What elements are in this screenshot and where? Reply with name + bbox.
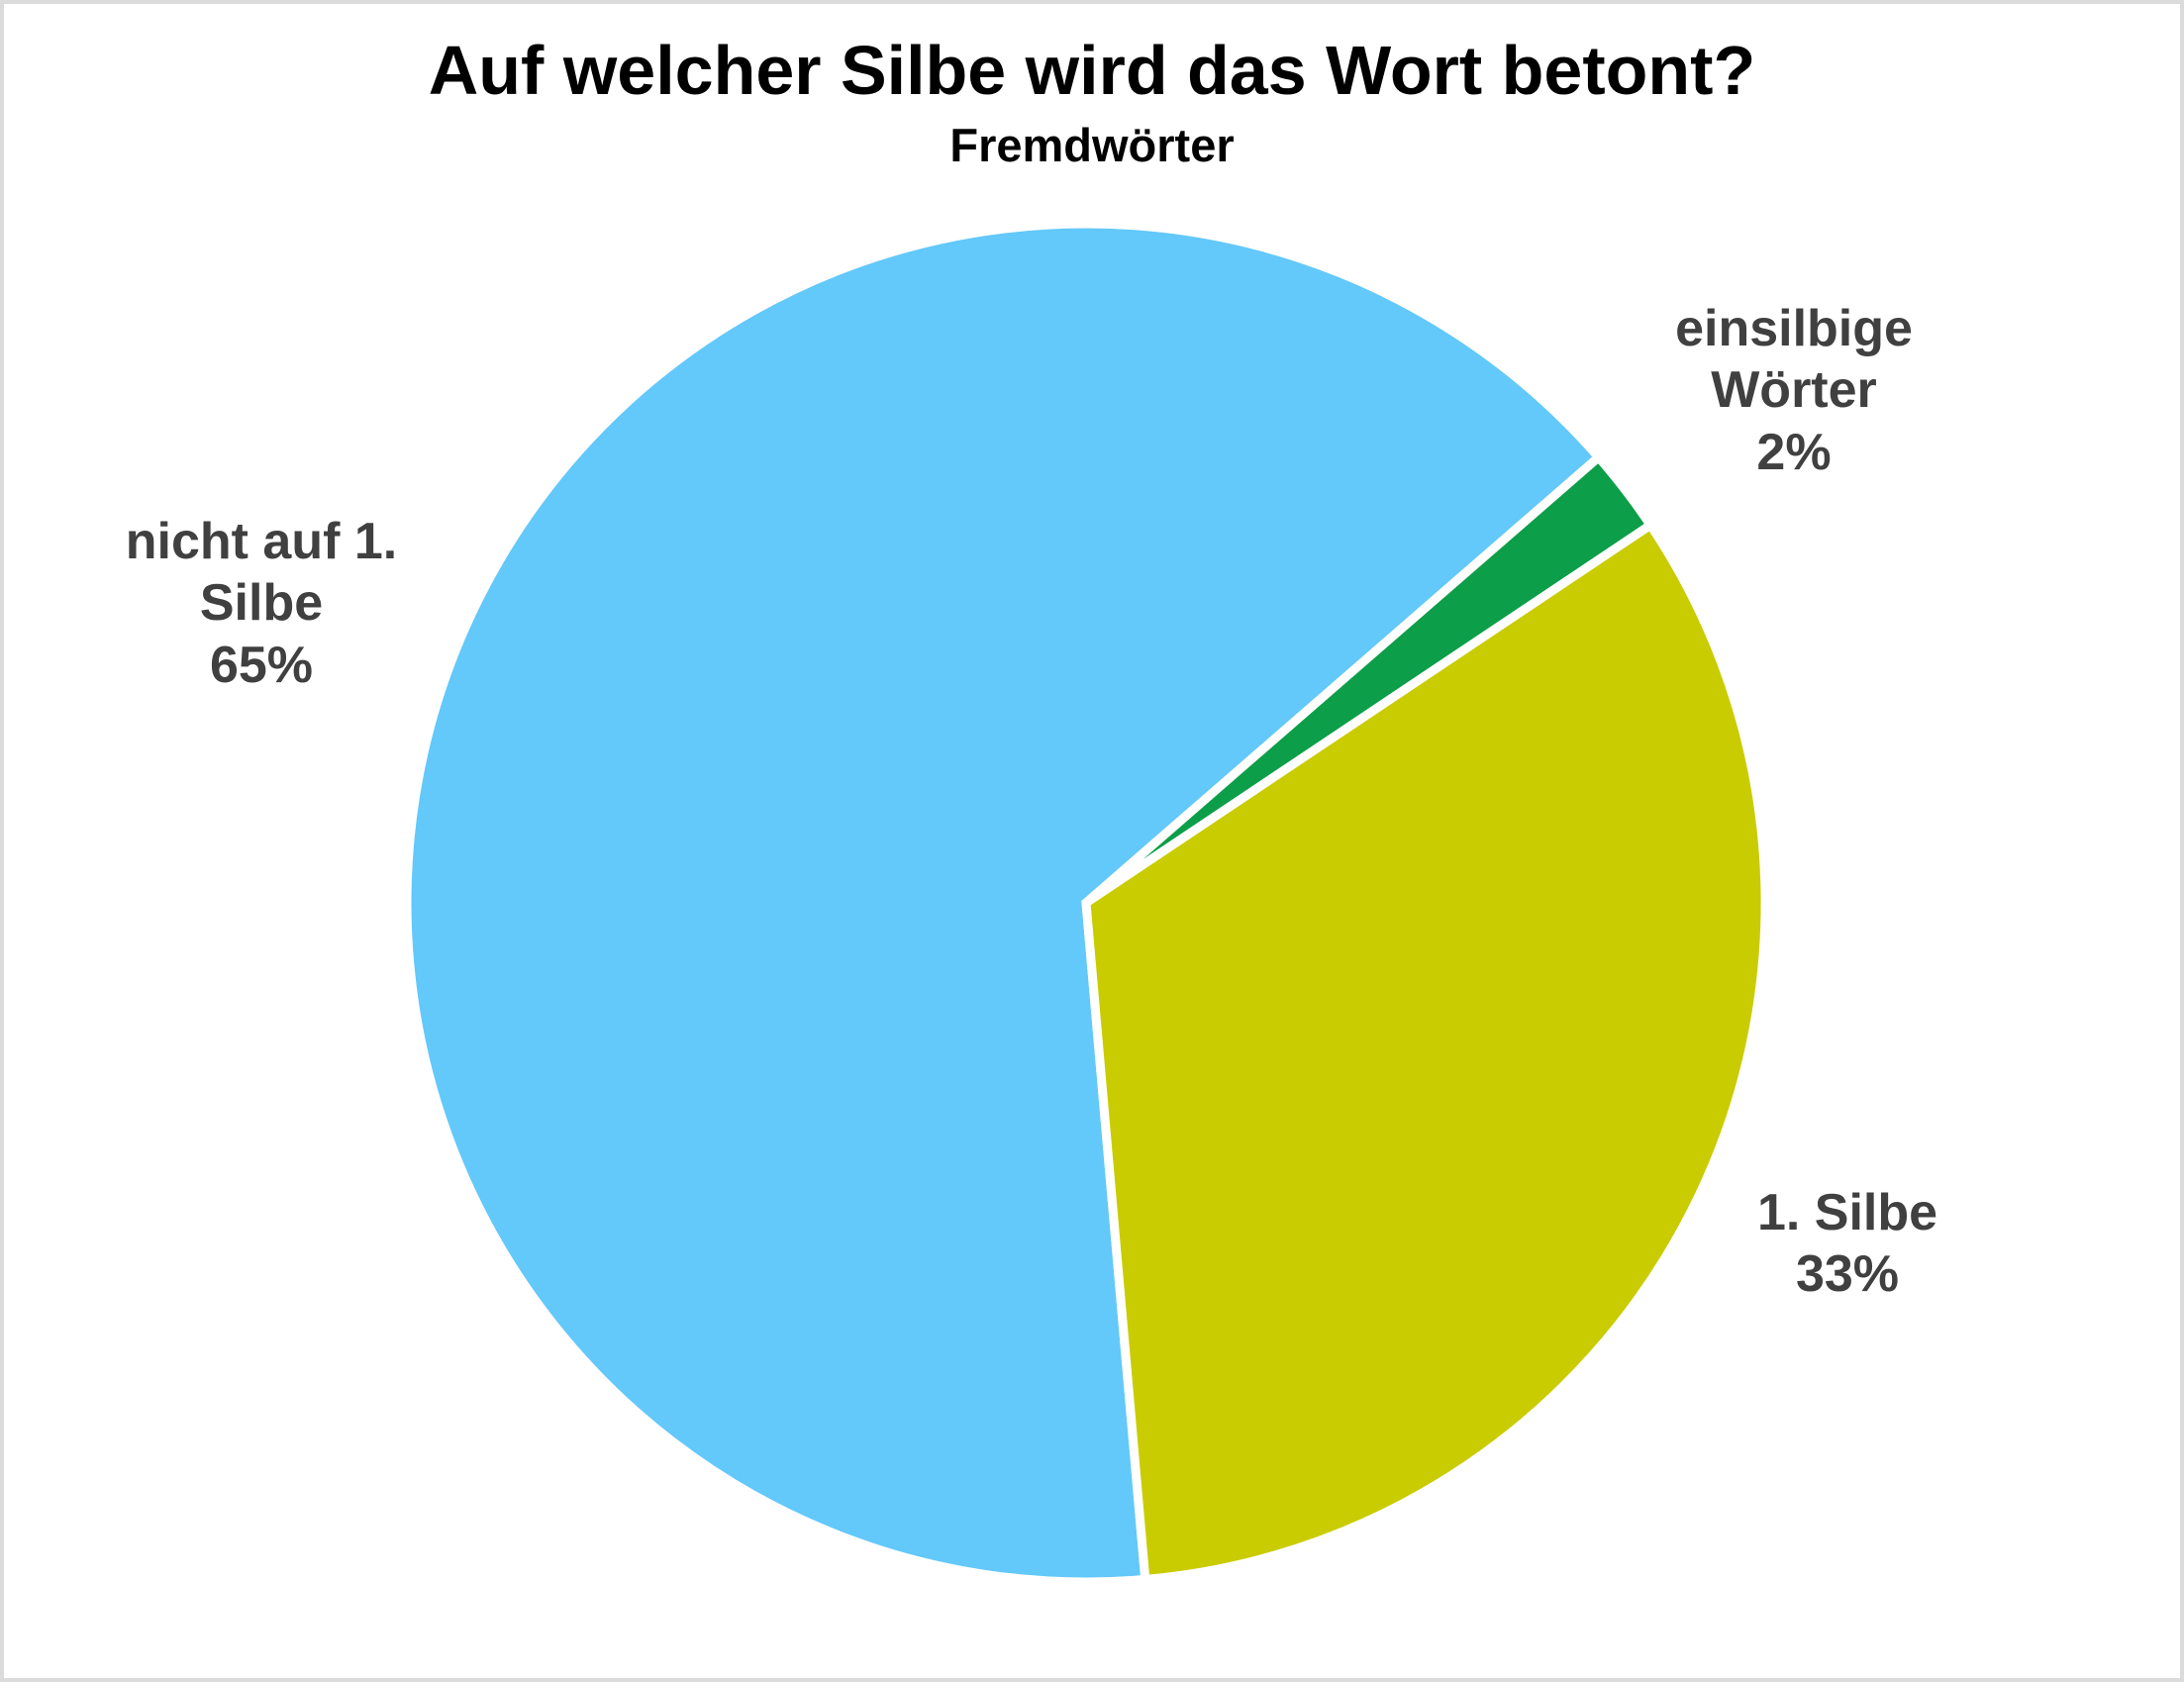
slice-label-line: Silbe bbox=[199, 574, 324, 633]
slice-label-nicht-auf-1-silbe: nicht auf 1. Silbe 65% bbox=[63, 511, 459, 696]
pie-slice-1-silbe bbox=[1081, 519, 1770, 1585]
slice-label-1-silbe: 1. Silbe 33% bbox=[1689, 1182, 2006, 1306]
slice-label-value: 65% bbox=[209, 636, 314, 694]
slice-label-value: 33% bbox=[1795, 1245, 1900, 1304]
slice-label-line: Wörter bbox=[1711, 361, 1877, 420]
chart-subtitle: Fremdwörter bbox=[949, 119, 1235, 171]
slice-label-line: nicht auf 1. bbox=[125, 513, 398, 570]
pie-chart bbox=[402, 219, 1770, 1587]
slice-label-value: 2% bbox=[1756, 423, 1832, 481]
slice-label-einsilbige-woerter: einsilbige Wörter 2% bbox=[1616, 298, 1972, 483]
chart-title: Auf welcher Silbe wird das Wort betont? bbox=[428, 32, 1756, 109]
pie-slice-nicht-auf-1-silbe bbox=[402, 219, 1606, 1587]
slice-label-line: 1. Silbe bbox=[1756, 1184, 1938, 1241]
slice-label-line: einsilbige bbox=[1675, 300, 1913, 357]
